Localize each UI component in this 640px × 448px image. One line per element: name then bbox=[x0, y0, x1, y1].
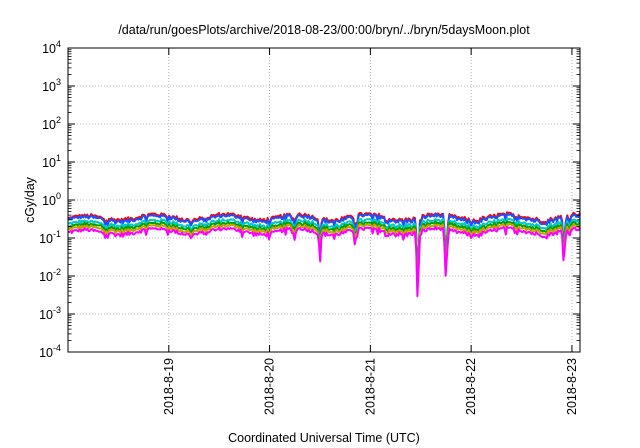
x-tick-label: 2018-8-19 bbox=[162, 358, 176, 415]
series-line bbox=[67, 211, 581, 278]
ticks bbox=[68, 47, 580, 353]
y-tick-label: 104 bbox=[42, 39, 61, 56]
series-line bbox=[67, 220, 581, 287]
x-tick-label: 2018-8-20 bbox=[263, 358, 277, 415]
y-tick-label: 101 bbox=[42, 153, 61, 170]
series-line bbox=[68, 222, 581, 289]
series-line bbox=[67, 217, 581, 284]
y-tick-label: 10-1 bbox=[39, 229, 61, 246]
series-line bbox=[67, 225, 581, 298]
grid bbox=[68, 48, 580, 352]
y-tick-label: 103 bbox=[42, 77, 61, 94]
chart-title: /data/run/goesPlots/archive/2018-08-23/0… bbox=[118, 23, 530, 37]
x-tick-label: 2018-8-21 bbox=[363, 358, 377, 415]
y-tick-label: 10-2 bbox=[39, 267, 61, 284]
y-tick-label: 10-3 bbox=[39, 305, 61, 322]
x-axis-label: Coordinated Universal Time (UTC) bbox=[228, 431, 420, 445]
y-tick-label: 100 bbox=[42, 191, 61, 208]
y-axis-label: cGy/day bbox=[23, 176, 37, 223]
x-tick-label: 2018-8-22 bbox=[464, 358, 478, 415]
x-tick-labels: 2018-8-19 2018-8-20 2018-8-21 2018-8-22 2018… bbox=[162, 358, 579, 415]
series-line bbox=[67, 212, 581, 280]
series-layer bbox=[67, 211, 581, 298]
y-tick-labels: 10-4 10-3 10-2 10-1 100 101 102 103 104 bbox=[39, 39, 61, 360]
x-tick-label: 2018-8-23 bbox=[565, 358, 579, 415]
y-tick-label: 10-4 bbox=[39, 343, 61, 360]
y-tick-label: 102 bbox=[42, 115, 61, 132]
